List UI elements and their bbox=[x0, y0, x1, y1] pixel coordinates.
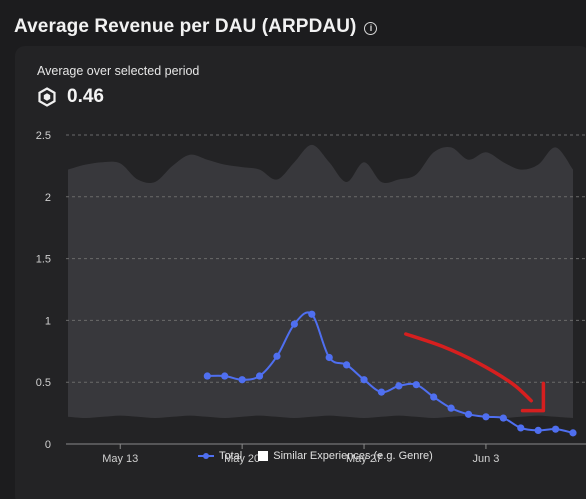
similar-experiences-band bbox=[68, 144, 573, 419]
total-data-point bbox=[255, 372, 264, 380]
legend-label-total: Total bbox=[219, 450, 243, 462]
arpdau-chart: 0 0.5 1 1.5 2 2.5 May 13 May 20 May 27 Jun 3 bbox=[36, 130, 586, 465]
chart-legend: Total Similar Experiences (e.g. Genre) bbox=[198, 450, 433, 462]
total-data-point bbox=[499, 414, 507, 422]
y-tick-label: 0.5 bbox=[36, 377, 51, 389]
total-data-point bbox=[534, 426, 542, 435]
y-tick-label: 1 bbox=[45, 315, 51, 327]
total-series-line bbox=[207, 311, 574, 434]
total-data-point bbox=[447, 404, 455, 412]
total-data-point bbox=[238, 376, 246, 384]
total-data-point bbox=[569, 429, 577, 437]
x-tick-label: May 27 bbox=[346, 453, 382, 465]
summary-value: 0.46 bbox=[67, 86, 104, 107]
header: Average Revenue per DAU (ARPDAU) i bbox=[14, 16, 378, 38]
summary-label: Average over selected period bbox=[37, 64, 200, 78]
total-data-point bbox=[360, 376, 368, 384]
y-tick-label: 1.5 bbox=[36, 254, 51, 266]
total-data-point bbox=[308, 310, 316, 318]
total-data-point bbox=[464, 410, 473, 418]
total-data-point bbox=[221, 372, 229, 380]
total-data-point bbox=[412, 381, 420, 389]
legend-item-total[interactable]: Total bbox=[198, 450, 242, 462]
total-data-point bbox=[430, 393, 438, 401]
total-data-point bbox=[551, 425, 560, 433]
x-tick-label: May 20 bbox=[224, 453, 260, 465]
summary-row: 0.46 bbox=[37, 86, 104, 108]
y-tick-label: 0 bbox=[45, 439, 51, 451]
page-title: Average Revenue per DAU (ARPDAU) bbox=[14, 16, 357, 37]
robux-icon bbox=[38, 87, 56, 107]
annotation-hook bbox=[520, 381, 546, 413]
legend-item-similar[interactable]: Similar Experiences (e.g. Genre) bbox=[258, 450, 433, 462]
legend-marker-similar bbox=[258, 451, 269, 461]
total-data-point bbox=[325, 353, 333, 362]
y-tick-label: 2.5 bbox=[36, 130, 51, 142]
x-tick-label: May 13 bbox=[102, 453, 138, 465]
annotation-stroke bbox=[404, 332, 533, 403]
total-data-point bbox=[395, 382, 403, 390]
total-data-point bbox=[343, 361, 351, 369]
y-tick-label: 2 bbox=[45, 192, 51, 204]
total-data-point bbox=[290, 320, 298, 328]
total-data-point bbox=[377, 388, 386, 396]
legend-marker-total bbox=[198, 453, 214, 459]
total-data-point bbox=[273, 352, 281, 360]
info-icon[interactable]: i bbox=[364, 21, 378, 35]
total-data-point bbox=[203, 372, 211, 380]
total-data-point bbox=[517, 424, 525, 432]
total-data-point bbox=[482, 413, 490, 421]
x-tick-label: Jun 3 bbox=[472, 453, 499, 465]
legend-label-similar: Similar Experiences (e.g. Genre) bbox=[273, 450, 433, 462]
